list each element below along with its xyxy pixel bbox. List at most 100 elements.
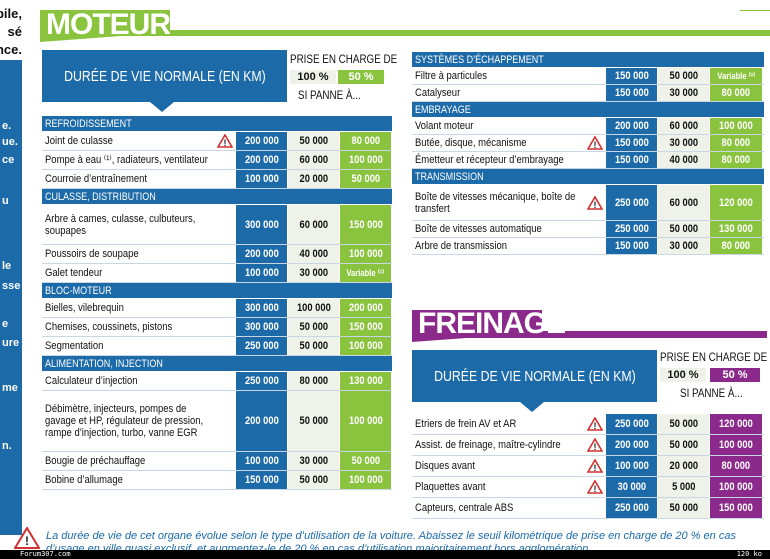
left-fragment: me: [2, 382, 18, 394]
table-row: Boîte de vitesses automatique 250 000 50 0…: [412, 221, 764, 238]
table-row: Volant moteur 200 000 60 000 100 000: [412, 118, 764, 135]
value-km-50: Variable ⁽²⁾: [709, 68, 762, 84]
left-fragment: e: [2, 318, 9, 330]
value-km-100: 50 000: [287, 132, 339, 150]
freinage-table: Etriers de frein AV et AR! 250 000 50 000 1…: [412, 414, 764, 519]
table-row: Débimètre, injecteurs, pompes de gavage …: [42, 391, 392, 452]
value-100pct: 300 000: [235, 318, 287, 336]
table-row: Capteurs, centrale ABS 250 000 50 000 150 0…: [412, 498, 764, 519]
table-row: Etriers de frein AV et AR! 250 000 50 000 1…: [412, 414, 764, 435]
warning-icon: !: [586, 416, 604, 431]
table-row: Émetteur et récepteur d’embrayage 150 000…: [412, 152, 764, 169]
row-label-galet-tendeur: Galet tendeur: [45, 267, 103, 279]
value-km-100: 30 000: [657, 85, 709, 101]
table-row: Chemises, coussinets, pistons 300 000 50 0…: [42, 318, 392, 337]
value-km-50: 80 000: [709, 238, 762, 254]
row-label-arbre-de-transmission: Arbre de transmission: [415, 240, 508, 252]
row-label-arbre-a-cames-culasse-culbuteurs-soupape: Arbre à cames, culasse, culbuteurs, soup…: [45, 212, 196, 237]
left-fragment: nce.: [0, 42, 22, 57]
value-100pct: 200 000: [235, 391, 287, 451]
value-km-100: 50 000: [287, 471, 339, 489]
table-row: Disques avant! 100 000 20 000 80 000: [412, 456, 764, 477]
value-km-100: 30 000: [287, 452, 339, 470]
value-km-100: 60 000: [287, 205, 339, 244]
value-km-50: 100 000: [339, 471, 391, 489]
table-row: Bougie de préchauffage 100 000 30 000 50 00…: [42, 452, 392, 471]
row-label-joint-de-culasse: Joint de culasse!: [42, 132, 235, 150]
row-label-capteurs-centrale-abs: Capteurs, centrale ABS: [415, 502, 514, 514]
value-km-50: 150 000: [339, 205, 391, 244]
value-km-50: 100 000: [339, 337, 391, 355]
value-km-50: 150 000: [339, 318, 391, 336]
row-label-debimetre-injecteurs-pompes-de-gavage-et: Débimètre, injecteurs, pompes de gavage …: [45, 403, 204, 439]
value-km-100: 50 000: [657, 221, 709, 237]
row-label-calculateur-d-injection: Calculateur d’injection: [45, 375, 138, 387]
value-km-100: 20 000: [287, 170, 339, 188]
value-km-50: 130 000: [339, 372, 391, 390]
value-km-50: 100 000: [339, 151, 391, 169]
value-100pct: 250 000: [605, 185, 657, 220]
row-label-emetteur-et-recepteur-d-embrayage: Émetteur et récepteur d’embrayage: [415, 154, 564, 166]
row-label-etriers-de-frein-av-et-ar: Etriers de frein AV et AR!: [412, 414, 605, 434]
value-100pct: 150 000: [605, 152, 657, 168]
category-refroidissement: REFROIDISSEMENT: [42, 116, 392, 132]
row-label-courroie-d-entrainement: Courroie d’entraînement: [45, 173, 148, 185]
row-label-plaquettes-avant: Plaquettes avant!: [412, 477, 605, 497]
table-row: Pompe à eau ⁽¹⁾, radiateurs, ventilateur…: [42, 151, 392, 170]
table-row: Calculateur d’injection 250 000 80 000 130 …: [42, 372, 392, 391]
value-km-100: 50 000: [287, 391, 339, 451]
row-label-catalyseur: Catalyseur: [415, 87, 461, 99]
row-label-volant-moteur: Volant moteur: [415, 120, 474, 132]
left-fragment: ure: [2, 337, 20, 349]
left-fragment: sé: [7, 24, 22, 39]
warning-icon: !: [586, 194, 604, 210]
row-label-pompe-a-eau-radiateurs-ventilateur: Pompe à eau ⁽¹⁾, radiateurs, ventilateur: [45, 154, 208, 166]
value-100pct: 100 000: [235, 170, 287, 188]
svg-text:!: !: [594, 463, 597, 473]
value-100pct: 100 000: [235, 452, 287, 470]
table-row: Bobine d’allumage 150 000 50 000 100 000: [42, 471, 392, 490]
value-km-50: 80 000: [709, 135, 762, 151]
pct-100: 100 %: [660, 368, 706, 382]
value-100pct: 150 000: [235, 471, 287, 489]
row-label-boite-de-vitesses-automatique: Boîte de vitesses automatique: [415, 223, 542, 235]
row-label-poussoirs-de-soupape: Poussoirs de soupape: [45, 248, 139, 260]
value-km-100: 50 000: [657, 414, 709, 434]
svg-text:!: !: [594, 442, 597, 452]
value-100pct: 150 000: [605, 238, 657, 254]
value-km-50: 150 000: [709, 498, 762, 518]
footer-right: 120 ko: [736, 550, 762, 558]
left-fragment: e.: [2, 120, 12, 132]
pct-100: 100 %: [290, 70, 336, 84]
row-label-bielles-vilebrequin: Bielles, vilebrequin: [45, 302, 124, 314]
svg-text:!: !: [224, 138, 227, 148]
value-km-50: 130 000: [709, 221, 762, 237]
category-culasse-distribution: CULASSE, DISTRIBUTION: [42, 189, 392, 205]
moteur-title: MOTEUR: [46, 8, 171, 41]
svg-text:!: !: [25, 534, 29, 548]
prise-title: PRISE EN CHARGE DE: [660, 350, 768, 364]
value-km-100: 50 000: [657, 68, 709, 84]
header-arrow-icon: [520, 402, 544, 412]
table-row: Galet tendeur 100 000 30 000 Variable ⁽¹⁾: [42, 264, 392, 283]
footer-bar: [0, 550, 770, 559]
value-km-50: 100 000: [709, 118, 762, 134]
table-row: Filtre à particules 150 000 50 000 Variable…: [412, 68, 764, 85]
freinage-header: DURÉE DE VIE NORMALE (EN KM): [412, 350, 657, 402]
value-km-100: 50 000: [287, 337, 339, 355]
left-fragment: sse: [2, 280, 21, 292]
value-km-100: 60 000: [657, 118, 709, 134]
table-row: Joint de culasse! 200 000 50 000 80 000: [42, 132, 392, 151]
value-km-50: 100 000: [709, 435, 762, 455]
table-row: Butée, disque, mécanisme! 150 000 30 000 80…: [412, 135, 764, 152]
warning-icon: !: [586, 458, 604, 473]
table-row: Courroie d’entraînement 100 000 20 000 50 0…: [42, 170, 392, 189]
value-km-100: 60 000: [287, 151, 339, 169]
value-km-50: 120 000: [709, 185, 762, 220]
value-100pct: 30 000: [605, 477, 657, 497]
value-km-50: 80 000: [709, 85, 762, 101]
table-row: Bielles, vilebrequin 300 000 100 000 200 00…: [42, 299, 392, 318]
prise-title: PRISE EN CHARGE DE: [290, 52, 398, 66]
table-row: Plaquettes avant! 30 000 5 000 100 000: [412, 477, 764, 498]
value-km-100: 80 000: [287, 372, 339, 390]
